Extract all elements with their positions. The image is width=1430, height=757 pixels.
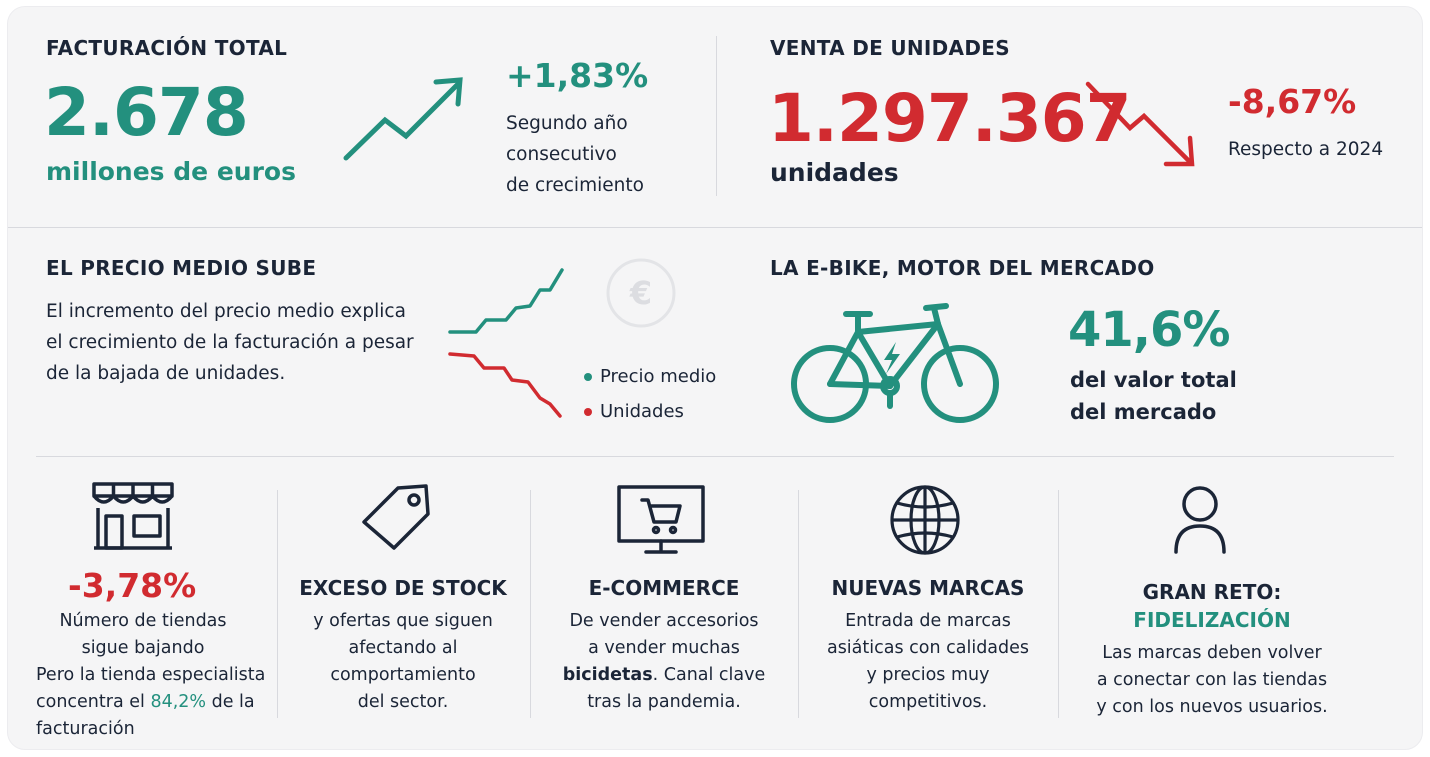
ecommerce-line-rest: . Canal clave [652,665,766,685]
stock-column: EXCESO DE STOCK y ofertas que siguen afe… [285,576,521,716]
divider [8,227,1422,228]
price-tag-icon [362,484,430,550]
facturacion-note: Segundo año consecutivo de crecimiento [506,108,644,201]
ebike-text-line: del valor total [1070,368,1237,392]
tiendas-line: Número de tiendas [59,611,227,631]
tiendas-line: sigue bajando [81,638,205,658]
ebike-heading: LA E-BIKE, MOTOR DEL MERCADO [770,256,1155,280]
ebike-text-line: del mercado [1070,400,1217,424]
ecommerce-line: tras la pandemia. [587,692,741,712]
legend-dot [584,408,592,416]
reto-line: y con los nuevos usuarios. [1096,697,1328,717]
marcas-column: NUEVAS MARCAS Entrada de marcas asiática… [806,576,1050,716]
trend-up-arrow-icon [343,77,463,161]
reto-line: Las marcas deben volver [1102,643,1322,663]
tiendas-extra: Pero la tienda especialista concentra el… [36,662,265,743]
legend-unidades: Unidades [584,401,684,422]
euro-icon: € [606,258,676,328]
ecommerce-line: a vender muchas [588,638,740,658]
ecommerce-bold-word: bicidetas [562,665,653,685]
unidades-note: Respecto a 2024 [1228,139,1384,160]
unidades-unit: unidades [770,158,899,187]
divider [798,490,799,718]
legend-label: Unidades [600,401,684,422]
ecommerce-column: E-COMMERCE De vender accesorios a vender… [538,576,790,716]
ebike-value: 41,6% [1068,302,1231,358]
facturacion-heading: FACTURACIÓN TOTAL [46,36,288,60]
monitor-cart-icon [617,485,705,554]
legend-dot [584,373,592,381]
marcas-title: NUEVAS MARCAS [831,576,1025,600]
tiendas-text: Número de tiendas sigue bajando [36,608,250,662]
marcas-line: y precios muy [866,665,990,685]
divider [716,36,717,196]
facturacion-note-line: Segundo año [506,113,628,134]
infographic-card [7,6,1423,750]
marcas-line: asiáticas con calidades [826,638,1030,658]
tiendas-extra-line: concentra el 84,2% de la [36,689,265,716]
divider [1058,490,1059,718]
precio-medio-line [448,268,564,334]
facturacion-value: 2.678 [44,74,249,151]
store-icon [92,482,174,550]
ebike-text: del valor total del mercado [1070,364,1237,428]
stock-title: EXCESO DE STOCK [299,576,507,600]
globe-icon [890,485,960,555]
precio-text-line: de la bajada de unidades. [46,363,286,384]
precio-heading: EL PRECIO MEDIO SUBE [46,256,317,280]
precio-text-line: El incremento del precio medio explica [46,301,406,322]
unidades-change: -8,67% [1228,82,1357,121]
tiendas-extra-line: facturación [36,719,135,739]
stock-line: comportamiento [330,665,476,685]
reto-column: GRAN RETO: FIDELIZACIÓN Las marcas deben… [1080,580,1344,721]
reto-line: a conectar con las tiendas [1096,670,1328,690]
legend-label: Precio medio [600,366,717,387]
facturacion-change: +1,83% [506,56,649,95]
divider [36,456,1394,457]
reto-title: GRAN RETO: [1142,580,1282,604]
tiendas-extra-post: de la [206,692,255,712]
ecommerce-line: De vender accesorios [569,611,759,631]
price-units-trend-graphic [448,268,564,418]
precio-text-line: el crecimiento de la facturación a pesar [46,332,414,353]
stock-line: afectando al [348,638,458,658]
ecommerce-title: E-COMMERCE [588,576,740,600]
unidades-value: 1.297.367 [768,80,1132,157]
facturacion-unit: millones de euros [46,157,296,186]
tiendas-extra-pre: concentra el [36,692,151,712]
svg-text:€: € [629,274,652,312]
marcas-line: Entrada de marcas [845,611,1011,631]
legend-precio-medio: Precio medio [584,366,716,387]
divider [277,490,278,718]
divider [530,490,531,718]
facturacion-note-line: de crecimiento [506,175,644,196]
tiendas-extra-highlight: 84,2% [150,692,207,712]
reto-highlight: FIDELIZACIÓN [1133,608,1291,632]
tiendas-value: -3,78% [68,566,197,605]
trend-down-arrow-icon [1085,81,1195,167]
tiendas-extra-line: Pero la tienda especialista [36,665,266,685]
ecommerce-line: bicidetas. Canal clave [538,662,790,689]
unidades-line [448,352,562,418]
user-icon [1174,486,1226,554]
stock-line: del sector. [357,692,449,712]
electric-bike-icon [791,303,999,423]
unidades-heading: VENTA DE UNIDADES [770,36,1010,60]
precio-text: El incremento del precio medio explica e… [46,296,414,389]
stock-line: y ofertas que siguen [313,611,493,631]
marcas-line: competitivos. [868,692,988,712]
facturacion-note-line: consecutivo [506,144,617,165]
